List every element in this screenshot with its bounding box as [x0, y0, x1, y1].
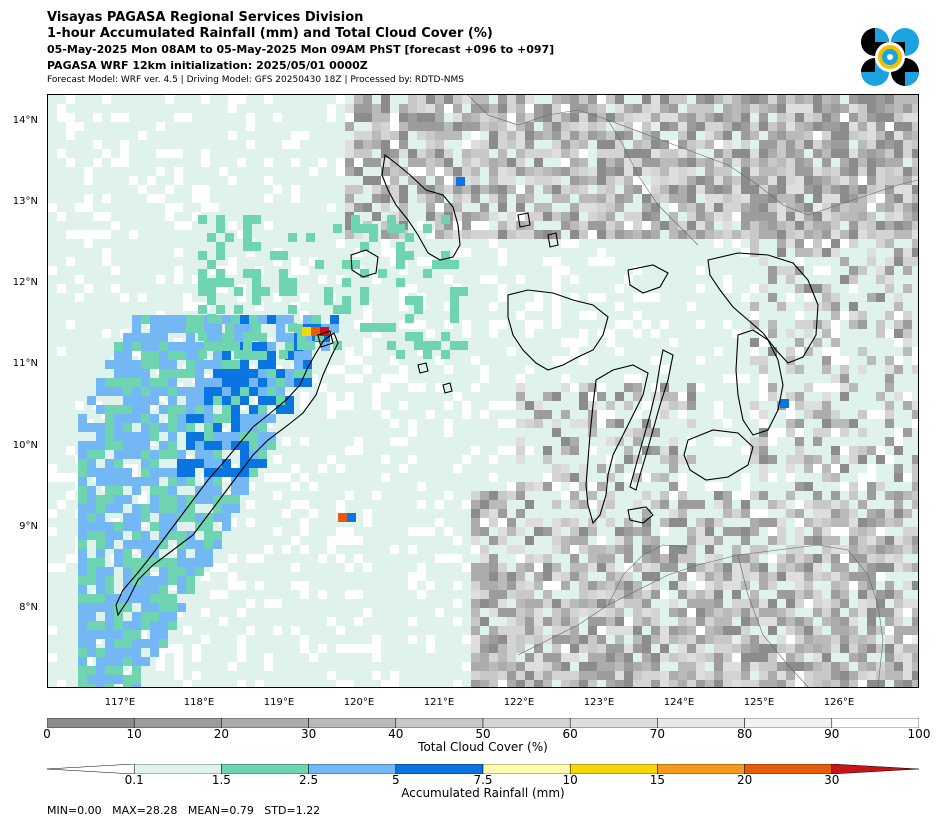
masbate-island — [627, 264, 669, 294]
lat-label: 8°N — [19, 602, 38, 613]
rainfall-colorbar — [47, 764, 919, 774]
rain-colorbar-segment — [657, 764, 745, 774]
pagasa-logo — [861, 28, 919, 86]
cloud-colorbar-tick: 80 — [736, 727, 753, 741]
cloud-cover-colorbar — [47, 718, 919, 728]
rainfall-layer — [78, 177, 789, 687]
rain-colorbar-segment — [482, 764, 571, 774]
lon-label: 126°E — [823, 697, 855, 708]
cloud-colorbar-segment — [569, 718, 658, 728]
lon-label: 125°E — [743, 697, 775, 708]
cloud-colorbar-tick: 20 — [213, 727, 230, 741]
rain-colorbar-min-extension — [47, 764, 135, 774]
cloud-colorbar-tick: 40 — [388, 727, 404, 741]
samar-island — [707, 252, 819, 364]
cloud-colorbar-segment — [133, 718, 222, 728]
negros-island — [585, 364, 649, 525]
rain-colorbar-segment — [744, 764, 833, 774]
cloud-colorbar-tick: 10 — [126, 727, 142, 741]
cloud-colorbar-segment — [47, 718, 135, 728]
lon-label: 117°E — [104, 697, 136, 708]
lat-label: 13°N — [12, 196, 38, 207]
rain-colorbar-tick: 7.5 — [473, 773, 493, 787]
cloud-colorbar-tick: 90 — [824, 727, 840, 741]
lat-label: 14°N — [12, 115, 38, 126]
rain-colorbar-segment — [569, 764, 658, 774]
cloud-colorbar-segment — [831, 718, 919, 728]
rain-colorbar-segment — [133, 764, 222, 774]
lat-label: 9°N — [19, 521, 38, 532]
cloud-colorbar-segment — [221, 718, 309, 728]
title-line-2: 1-hour Accumulated Rainfall (mm) and Tot… — [47, 26, 493, 41]
cloud-cover-layer — [48, 95, 918, 687]
mindoro-island — [381, 153, 461, 261]
lat-label: 10°N — [12, 440, 38, 451]
rain-colorbar-tick: 2.5 — [299, 773, 319, 787]
rain-colorbar-tick: 20 — [736, 773, 753, 787]
panay-island — [507, 289, 609, 371]
lat-label: 12°N — [12, 277, 38, 288]
rain-colorbar-max-extension — [831, 764, 919, 774]
cloud-colorbar-segment — [308, 718, 397, 728]
cloud-colorbar-tick: 70 — [649, 727, 666, 741]
rain-colorbar-tick: 10 — [562, 773, 578, 787]
statistics-summary: MIN=0.00 MAX=28.28 MEAN=0.79 STD=1.22 — [47, 804, 321, 817]
cloud-colorbar-tick: 60 — [562, 727, 578, 741]
rain-colorbar-tick: 1.5 — [211, 773, 231, 787]
lon-label: 120°E — [343, 697, 375, 708]
cloud-colorbar-segment — [482, 718, 571, 728]
cebu-island — [629, 349, 674, 491]
rain-colorbar-segment — [308, 764, 397, 774]
rain-colorbar-tick: 30 — [824, 773, 840, 787]
lon-label: 121°E — [423, 697, 455, 708]
rain-colorbar-segment — [221, 764, 309, 774]
lon-label: 124°E — [663, 697, 695, 708]
cloud-colorbar-tick: 0 — [43, 727, 51, 741]
leyte-island — [735, 329, 784, 436]
coastline-layer — [115, 153, 819, 617]
bohol-island — [683, 429, 754, 481]
cloud-colorbar-segment — [657, 718, 745, 728]
cloud-colorbar-label: Total Cloud Cover (%) — [418, 740, 548, 754]
lat-label: 11°N — [12, 358, 38, 369]
rain-colorbar-tick: 0.1 — [124, 773, 144, 787]
title-line-1: Visayas PAGASA Regional Services Divisio… — [47, 10, 364, 25]
cloud-colorbar-tick: 30 — [300, 727, 317, 741]
title-initialization: PAGASA WRF 12km initialization: 2025/05/… — [47, 59, 368, 72]
lon-label: 118°E — [183, 697, 215, 708]
lon-label: 123°E — [583, 697, 615, 708]
lon-label: 119°E — [263, 697, 295, 708]
title-valid-time: 05-May-2025 Mon 08AM to 05-May-2025 Mon … — [47, 43, 555, 56]
rain-colorbar-segment — [395, 764, 484, 774]
cloud-colorbar-segment — [744, 718, 833, 728]
palawan-island — [115, 332, 339, 617]
weather-map — [47, 94, 919, 688]
cloud-colorbar-tick: 100 — [907, 727, 931, 741]
cloud-colorbar-tick: 50 — [475, 727, 491, 741]
lon-label: 122°E — [503, 697, 535, 708]
title-model-info: Forecast Model: WRF ver. 4.5 | Driving M… — [47, 75, 464, 85]
rain-colorbar-tick: 5 — [391, 773, 400, 787]
cloud-colorbar-segment — [395, 718, 484, 728]
rain-colorbar-label: Accumulated Rainfall (mm) — [401, 786, 565, 800]
rain-colorbar-tick: 15 — [649, 773, 666, 787]
